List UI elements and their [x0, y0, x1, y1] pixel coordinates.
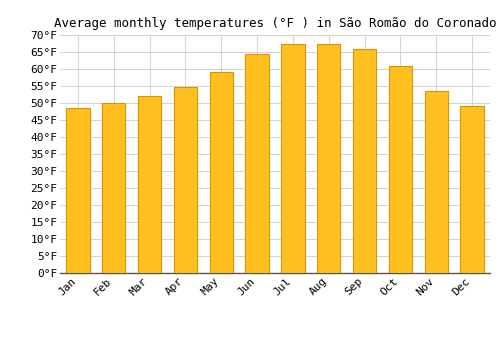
Bar: [460, 106, 483, 273]
Bar: [353, 49, 376, 273]
Bar: [424, 91, 448, 273]
Bar: [138, 96, 161, 273]
Bar: [102, 103, 126, 273]
Bar: [210, 72, 233, 273]
Bar: [389, 65, 412, 273]
Bar: [246, 54, 268, 273]
Title: Average monthly temperatures (°F ) in São Romão do Coronado: Average monthly temperatures (°F ) in Sã…: [54, 17, 496, 30]
Bar: [282, 43, 304, 273]
Bar: [174, 87, 197, 273]
Bar: [66, 108, 90, 273]
Bar: [317, 43, 340, 273]
